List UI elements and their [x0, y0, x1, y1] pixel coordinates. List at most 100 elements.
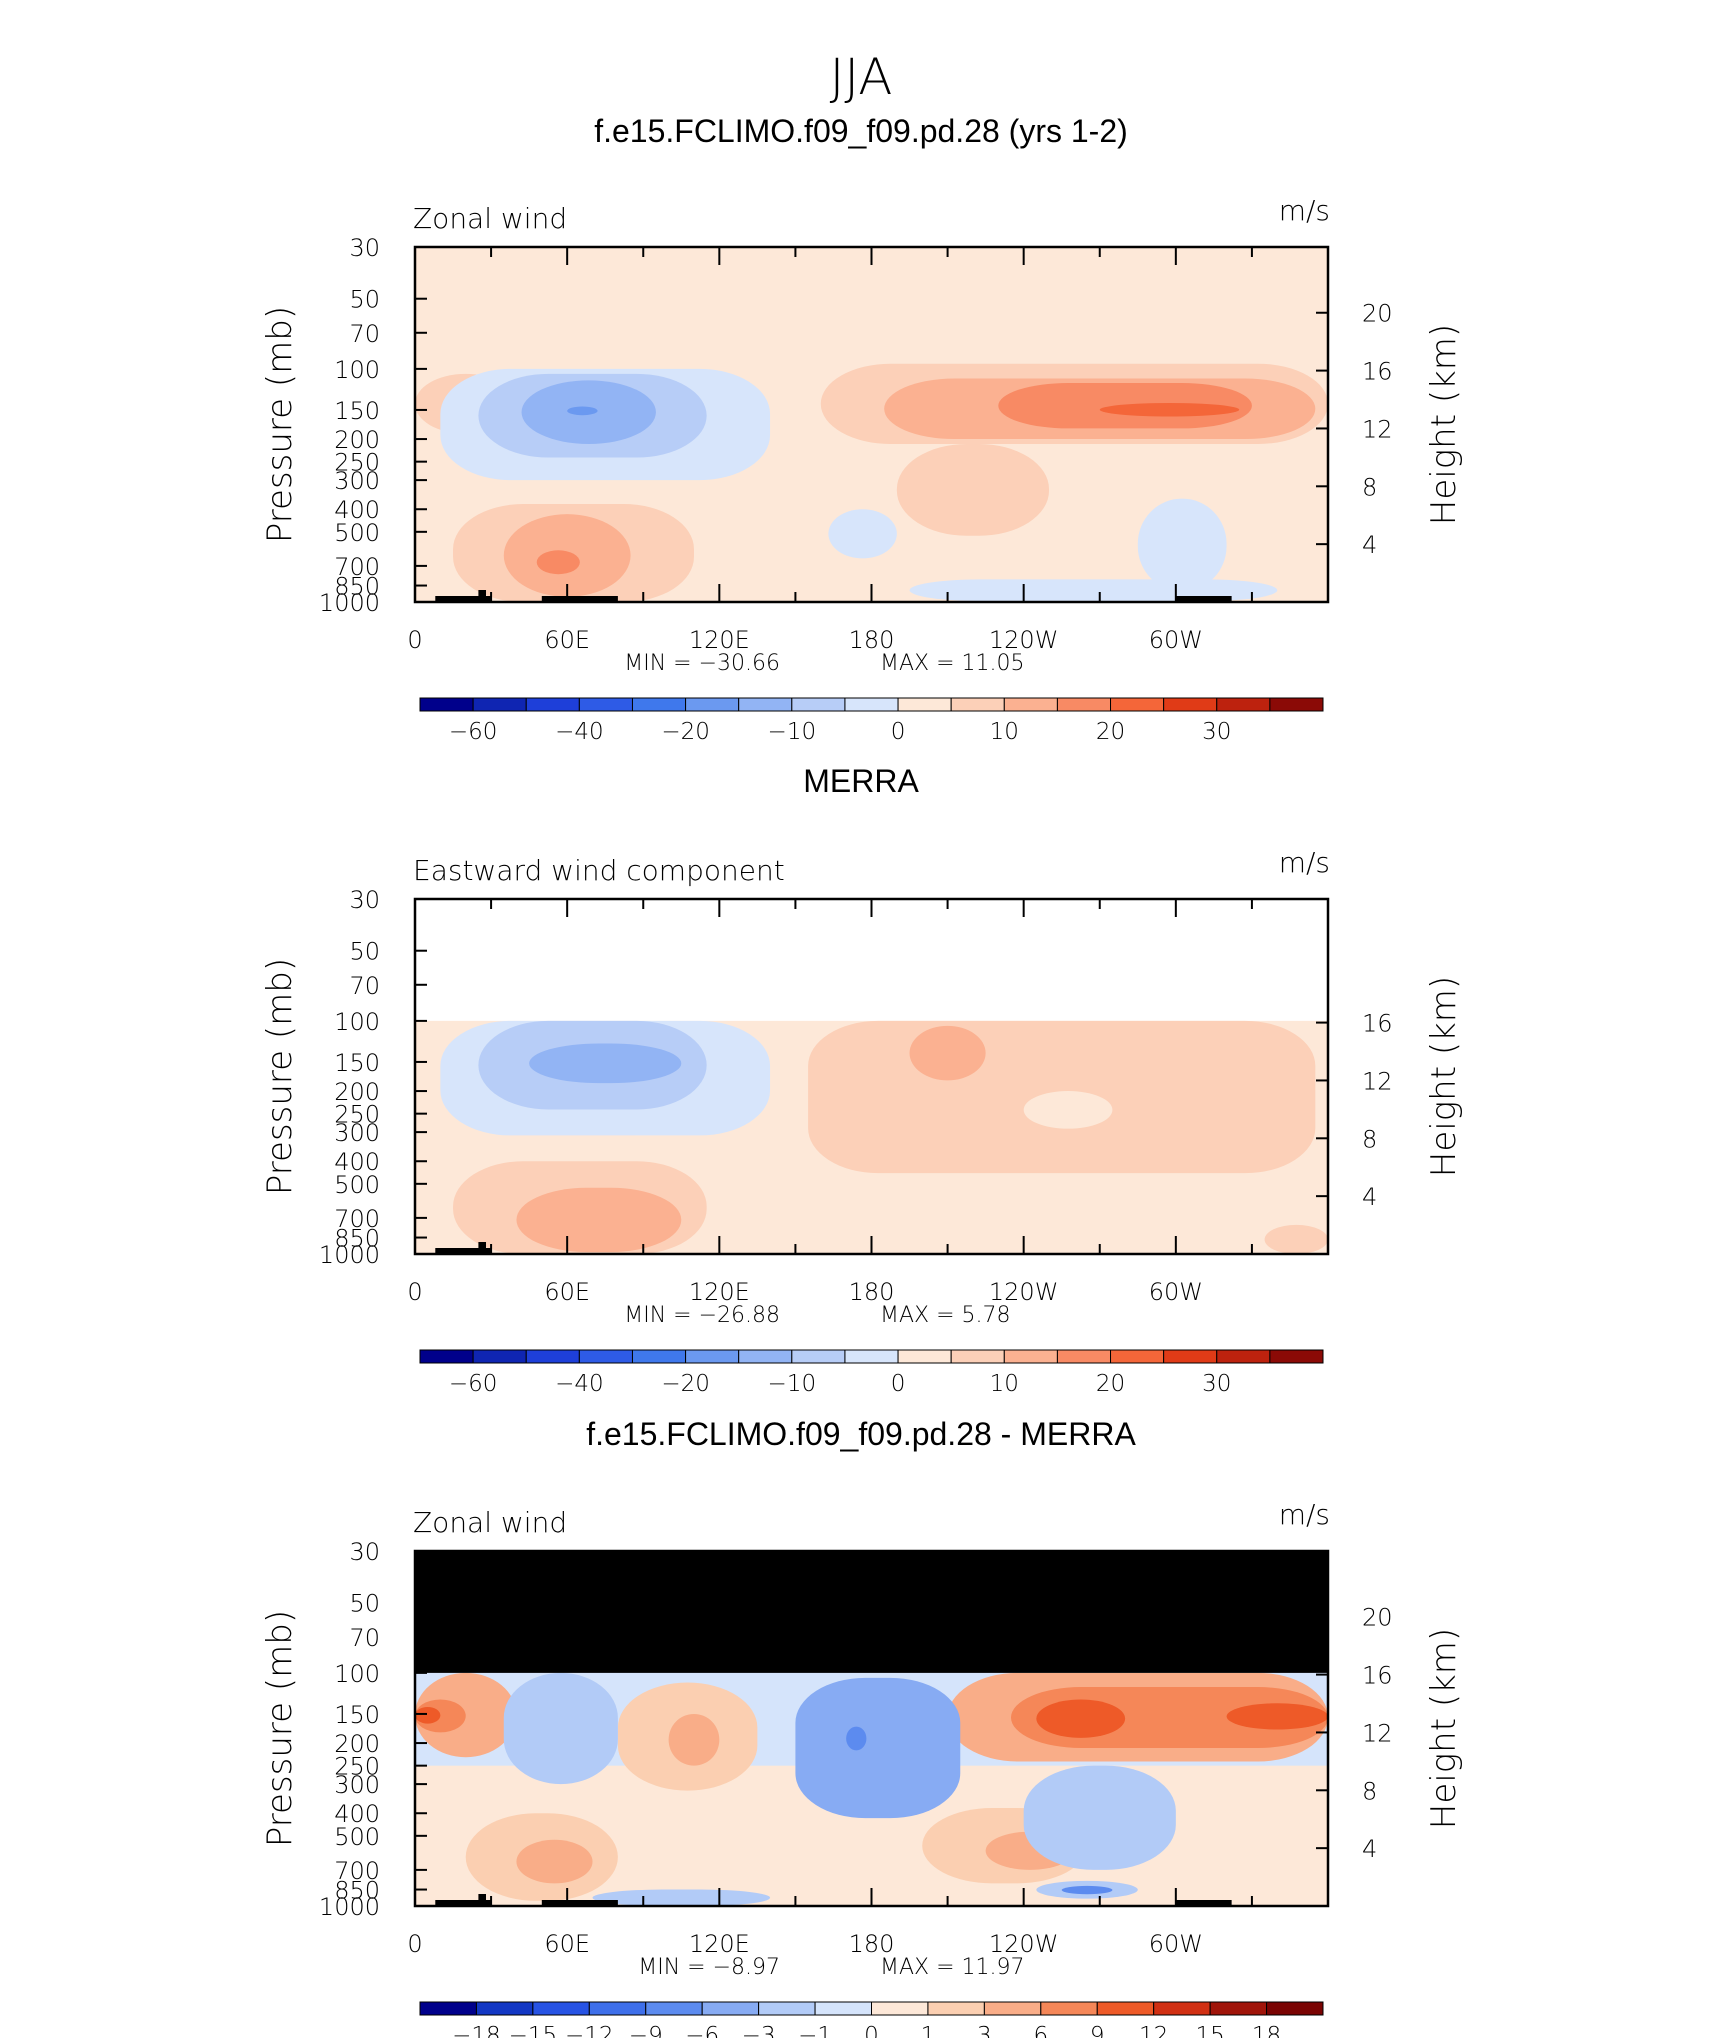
colorbar-box	[631, 1349, 687, 1364]
contour-region	[592, 1889, 771, 1906]
contour-region	[1023, 1765, 1176, 1870]
x-tick-label: 0	[407, 1930, 422, 1958]
y-right-tick-label: 16	[1362, 1662, 1393, 1690]
units-label: m/s	[1279, 194, 1330, 227]
colorbar-box	[1056, 697, 1112, 712]
contour-region	[668, 1713, 720, 1766]
x-tick-label: 120E	[689, 1278, 750, 1306]
panel-1: f.e15.FCLIMO.f09_f09.pd.28 (yrs 1-2) Zona…	[260, 113, 1464, 745]
x-tick-label: 60W	[1149, 626, 1203, 654]
contour-region	[415, 1672, 517, 1758]
contour-region	[1061, 1885, 1113, 1895]
contour-region	[1264, 1224, 1328, 1254]
colorbar-box	[1163, 697, 1218, 712]
y-tick-label: 200	[334, 1078, 380, 1106]
x-tick-label: 120W	[989, 1278, 1059, 1306]
y-tick-label: 700	[334, 1205, 380, 1233]
colorbar-box	[1040, 2001, 1098, 2016]
y-tick-label: 400	[334, 496, 380, 524]
y-tick-label: 70	[349, 1624, 380, 1652]
contour-region	[503, 1672, 618, 1785]
colorbar-box	[758, 2001, 816, 2016]
colorbar-box	[1163, 1349, 1218, 1364]
missing-data-region	[415, 1551, 1328, 1673]
y-tick-label: 250	[334, 1753, 380, 1781]
contour-region	[1137, 498, 1227, 592]
panel-title: MERRA	[803, 763, 919, 799]
colorbar-label: −9	[629, 2023, 663, 2038]
y-right-tick-label: 8	[1362, 1125, 1377, 1153]
x-tick-label: 60W	[1149, 1278, 1203, 1306]
y-right-tick-label: 4	[1362, 531, 1377, 559]
colorbar-box	[983, 2001, 1042, 2016]
contour-region	[909, 579, 1278, 601]
y-tick-label: 250	[334, 449, 380, 477]
colorbar-label: 20	[1096, 719, 1125, 745]
colorbar-label: −12	[565, 2023, 614, 2038]
colorbar-label: 12	[1139, 2023, 1168, 2038]
colorbar-label: 30	[1202, 719, 1231, 745]
colorbar-label: 1	[921, 2023, 936, 2038]
colorbar-box	[532, 2001, 590, 2016]
x-tick-label: 120E	[689, 1930, 750, 1958]
contour-region	[1023, 1091, 1113, 1129]
colorbar-box	[1269, 697, 1324, 712]
colorbar-box	[1266, 2001, 1324, 2016]
colorbar-label: −20	[661, 719, 710, 745]
topography	[435, 1248, 492, 1254]
y-tick-label: 300	[334, 1771, 380, 1799]
max-label: MAX = 11.05	[880, 651, 1025, 676]
colorbar-label: 15	[1195, 2023, 1224, 2038]
colorbar-box	[685, 697, 740, 712]
contour-region	[415, 1706, 441, 1724]
colorbar-box	[1096, 2001, 1155, 2016]
colorbar-label: −20	[661, 1371, 710, 1397]
x-tick-label: 180	[849, 1278, 895, 1306]
y-right-tick-label: 8	[1362, 1777, 1377, 1805]
colorbar-label: 0	[891, 1371, 906, 1397]
colorbar-box	[1110, 1349, 1165, 1364]
season-title: JJA	[830, 48, 893, 106]
colorbar-box	[419, 1349, 474, 1364]
colorbar-box	[950, 697, 1005, 712]
x-tick-label: 0	[407, 1278, 422, 1306]
x-tick-label: 60E	[544, 1930, 590, 1958]
y-tick-label: 1000	[319, 1241, 380, 1269]
topography	[445, 596, 471, 602]
colorbar-label: −10	[768, 719, 817, 745]
colorbar-box	[791, 1349, 846, 1364]
y-tick-label: 70	[349, 320, 380, 348]
x-tick-label: 0	[407, 626, 422, 654]
colorbar-label: −1	[798, 2023, 832, 2038]
variable-label: Zonal wind	[413, 202, 567, 235]
colorbar-box	[950, 1349, 1005, 1364]
colorbar-box	[1056, 1349, 1112, 1364]
y-tick-label: 850	[334, 1225, 380, 1253]
y-tick-label: 500	[334, 1823, 380, 1851]
colorbar-box	[578, 697, 633, 712]
colorbar-box	[472, 697, 527, 712]
topography	[541, 596, 618, 602]
y-right-tick-label: 20	[1362, 1604, 1393, 1632]
y-right-tick-label: 20	[1362, 300, 1393, 328]
y-axis-title: Pressure (mb)	[260, 306, 300, 543]
y-axis-title: Pressure (mb)	[260, 958, 300, 1195]
contour-region	[536, 550, 580, 575]
y-tick-label: 70	[349, 972, 380, 1000]
topography	[478, 1242, 487, 1254]
colorbar-label: −3	[742, 2023, 776, 2038]
y-tick-label: 1000	[319, 1893, 380, 1921]
topography	[1175, 596, 1232, 602]
colorbar-label: −6	[685, 2023, 719, 2038]
min-label: MIN = −26.88	[624, 1303, 780, 1328]
y-tick-label: 30	[349, 1538, 380, 1566]
panel-title: f.e15.FCLIMO.f09_f09.pd.28 - MERRA	[586, 1416, 1136, 1452]
colorbar-box	[871, 2001, 929, 2016]
x-tick-label: 120W	[989, 626, 1059, 654]
colorbar-label: 3	[977, 2023, 992, 2038]
y-right-axis-title: Height (km)	[1424, 1628, 1464, 1829]
x-tick-label: 60W	[1149, 1930, 1203, 1958]
panel-3: f.e15.FCLIMO.f09_f09.pd.28 - MERRA Zonal …	[260, 1416, 1464, 2038]
y-tick-label: 1000	[319, 589, 380, 617]
